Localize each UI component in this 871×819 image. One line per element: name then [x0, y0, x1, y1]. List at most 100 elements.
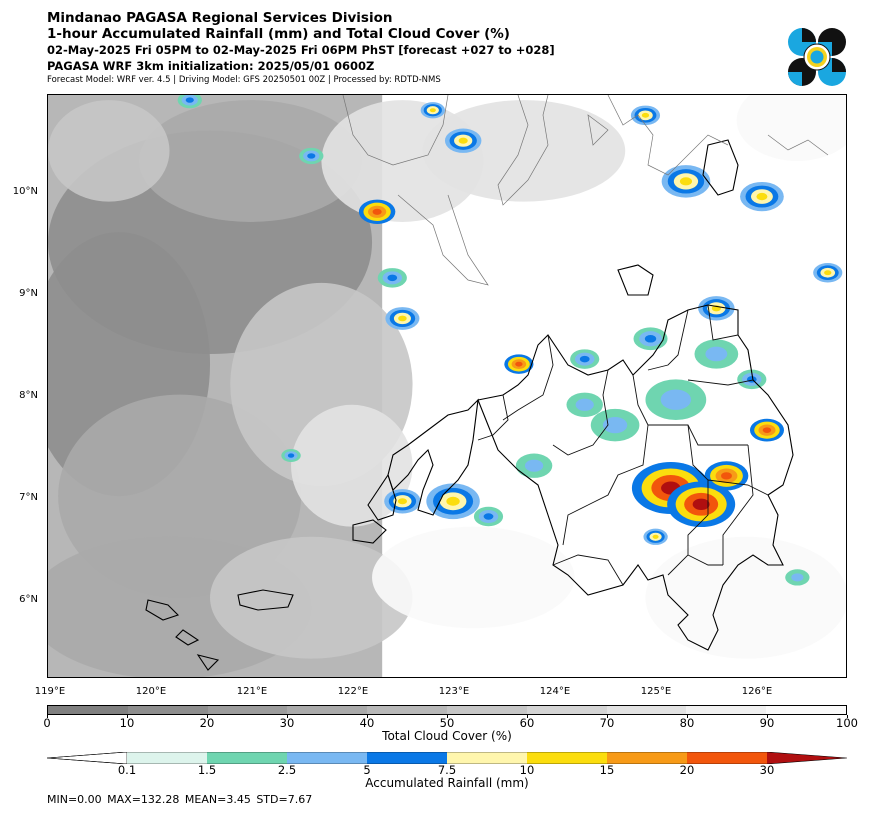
cloud-patch [210, 536, 413, 659]
cloud-patch [291, 404, 413, 527]
rain-cell [749, 418, 785, 442]
cloud-colorbar-segment [766, 706, 846, 714]
rainfall-statistics: MIN=0.00 MAX=132.28 MEAN=3.45 STD=7.67 [47, 793, 313, 806]
cloud-tick-mark [447, 715, 448, 718]
basilan-coastline [352, 519, 387, 544]
title-line-1: Mindanao PAGASA Regional Services Divisi… [47, 10, 393, 26]
rain-cell [590, 408, 640, 442]
rain-tick-label: 5 [363, 763, 371, 777]
rain-cell [504, 354, 534, 374]
rain-colorbar-segment [607, 752, 687, 764]
rain-tick-label: 0.1 [117, 763, 137, 777]
cloud-colorbar-title: Total Cloud Cover (%) [382, 729, 512, 743]
cloud-patch [736, 95, 846, 162]
rain-tick-label: 15 [599, 763, 615, 777]
y-tick-label: 7°N [19, 492, 38, 503]
cloud-patch [139, 100, 362, 222]
rain-cell [420, 102, 445, 119]
rain-cell [281, 449, 301, 463]
forecast-period: 02-May-2025 Fri 05PM to 02-May-2025 Fri … [47, 43, 555, 57]
rain-colorbar-segment [287, 752, 367, 764]
rain-cell [566, 392, 603, 417]
rain-cell [630, 105, 661, 126]
rain-tick-label: 1.5 [197, 763, 217, 777]
rain-cell [737, 369, 767, 390]
cloud-tick-mark [207, 715, 208, 718]
cloud-colorbar-segment [686, 706, 767, 714]
cloud-tick-label: 20 [199, 716, 215, 730]
map-canvas [48, 95, 846, 677]
rain-tick-label: 30 [759, 763, 775, 777]
rainfall-layer [177, 95, 843, 586]
rain-cell [740, 181, 784, 212]
title-line-2: 1-hour Accumulated Rainfall (mm) and Tot… [47, 26, 510, 42]
x-tick-label: 125°E [640, 686, 672, 697]
rain-cell [570, 349, 600, 369]
rain-cell [515, 453, 553, 478]
rain-cell [444, 128, 482, 153]
y-tick-label: 9°N [19, 288, 38, 299]
cloud-tick-mark [527, 715, 528, 718]
mindanao-coastline [477, 304, 794, 651]
cloud-patch [645, 536, 846, 659]
rain-colorbar-max-extension [767, 752, 847, 764]
cloud-tick-label: 60 [519, 716, 535, 730]
y-tick-label: 10°N [12, 186, 38, 197]
cloud-tick-mark [687, 715, 688, 718]
x-tick-label: 124°E [539, 686, 571, 697]
tawitawi-coastline [145, 599, 220, 671]
rain-cell [694, 339, 739, 369]
cloud-cover-layer [48, 95, 846, 677]
coastlines [145, 139, 794, 671]
visayas-coastlines [342, 95, 829, 286]
rain-cell [384, 489, 421, 514]
cloud-cover-colorbar [47, 705, 847, 715]
rain-cell [473, 506, 504, 527]
rain-colorbar-segment [687, 752, 767, 764]
cloud-tick-label: 80 [679, 716, 695, 730]
rain-cell [667, 481, 736, 528]
pagasa-logo-icon [788, 28, 846, 86]
rain-tick-label: 20 [679, 763, 695, 777]
zamboanga-peninsula-coastline [387, 398, 479, 516]
cloud-patch [422, 100, 626, 202]
x-tick-label: 120°E [135, 686, 167, 697]
x-tick-label: 123°E [438, 686, 470, 697]
jolo-coastline [237, 589, 294, 611]
cloud-tick-mark [287, 715, 288, 718]
rain-colorbar-segment [367, 752, 447, 764]
camiguin-bohol-coastline [617, 264, 654, 296]
rain-tick-label: 7.5 [437, 763, 457, 777]
cloud-colorbar-segment [446, 706, 527, 714]
cloud-tick-mark [847, 715, 848, 718]
cloud-tick-mark [767, 715, 768, 718]
y-tick-label: 8°N [19, 390, 38, 401]
cloud-tick-mark [127, 715, 128, 718]
cloud-colorbar-segment [526, 706, 607, 714]
cloud-colorbar-segment [48, 706, 128, 714]
rain-cell [785, 569, 810, 586]
rain-colorbar-title: Accumulated Rainfall (mm) [365, 776, 529, 790]
rain-tick-label: 10 [519, 763, 535, 777]
rain-colorbar-min-extension [47, 752, 128, 764]
initialization-line: PAGASA WRF 3km initialization: 2025/05/0… [47, 59, 375, 73]
cloud-colorbar-segment [207, 706, 288, 714]
cloud-tick-mark [607, 715, 608, 718]
cloud-colorbar-segment [367, 706, 447, 714]
rain-cell [645, 379, 707, 421]
y-tick-label: 6°N [19, 594, 38, 605]
rain-cell [704, 461, 749, 491]
cloud-tick-label: 70 [599, 716, 615, 730]
x-tick-label: 122°E [337, 686, 369, 697]
provincial-boundaries [477, 304, 769, 586]
rain-cell [643, 528, 668, 545]
rain-cell [426, 483, 480, 520]
cloud-colorbar-segment [606, 706, 687, 714]
cloud-tick-mark [367, 715, 368, 718]
zamboanga-tip-coastline [367, 473, 397, 521]
rain-colorbar-segment [207, 752, 287, 764]
x-tick-label: 119°E [34, 686, 66, 697]
x-tick-label: 121°E [236, 686, 268, 697]
cloud-tick-label: 50 [439, 716, 455, 730]
cloud-patch [372, 526, 575, 629]
